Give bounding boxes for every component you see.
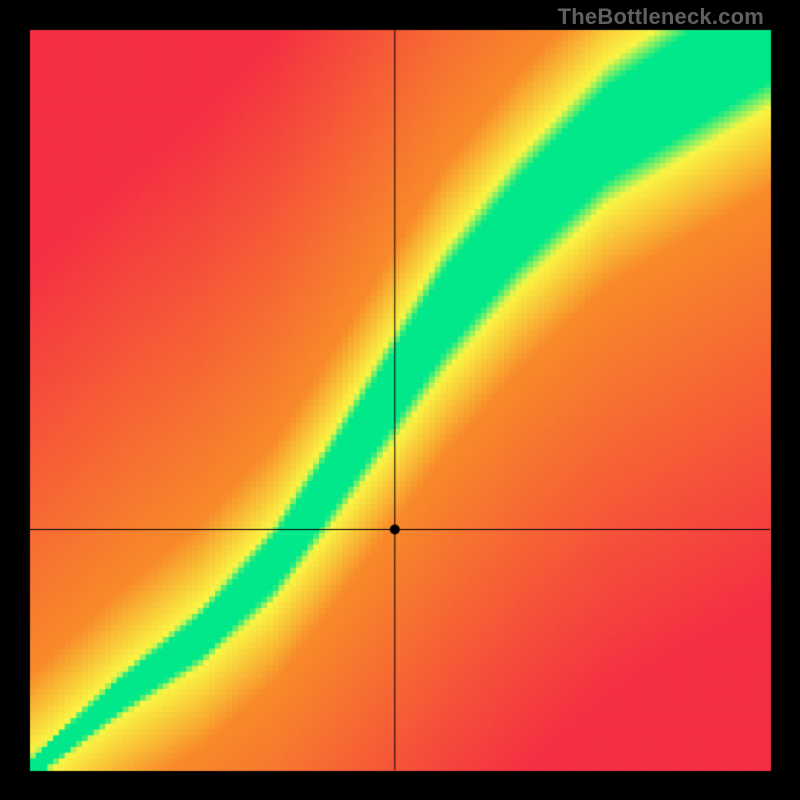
bottleneck-heatmap	[0, 0, 800, 800]
chart-container: TheBottleneck.com	[0, 0, 800, 800]
watermark-label: TheBottleneck.com	[558, 4, 764, 30]
